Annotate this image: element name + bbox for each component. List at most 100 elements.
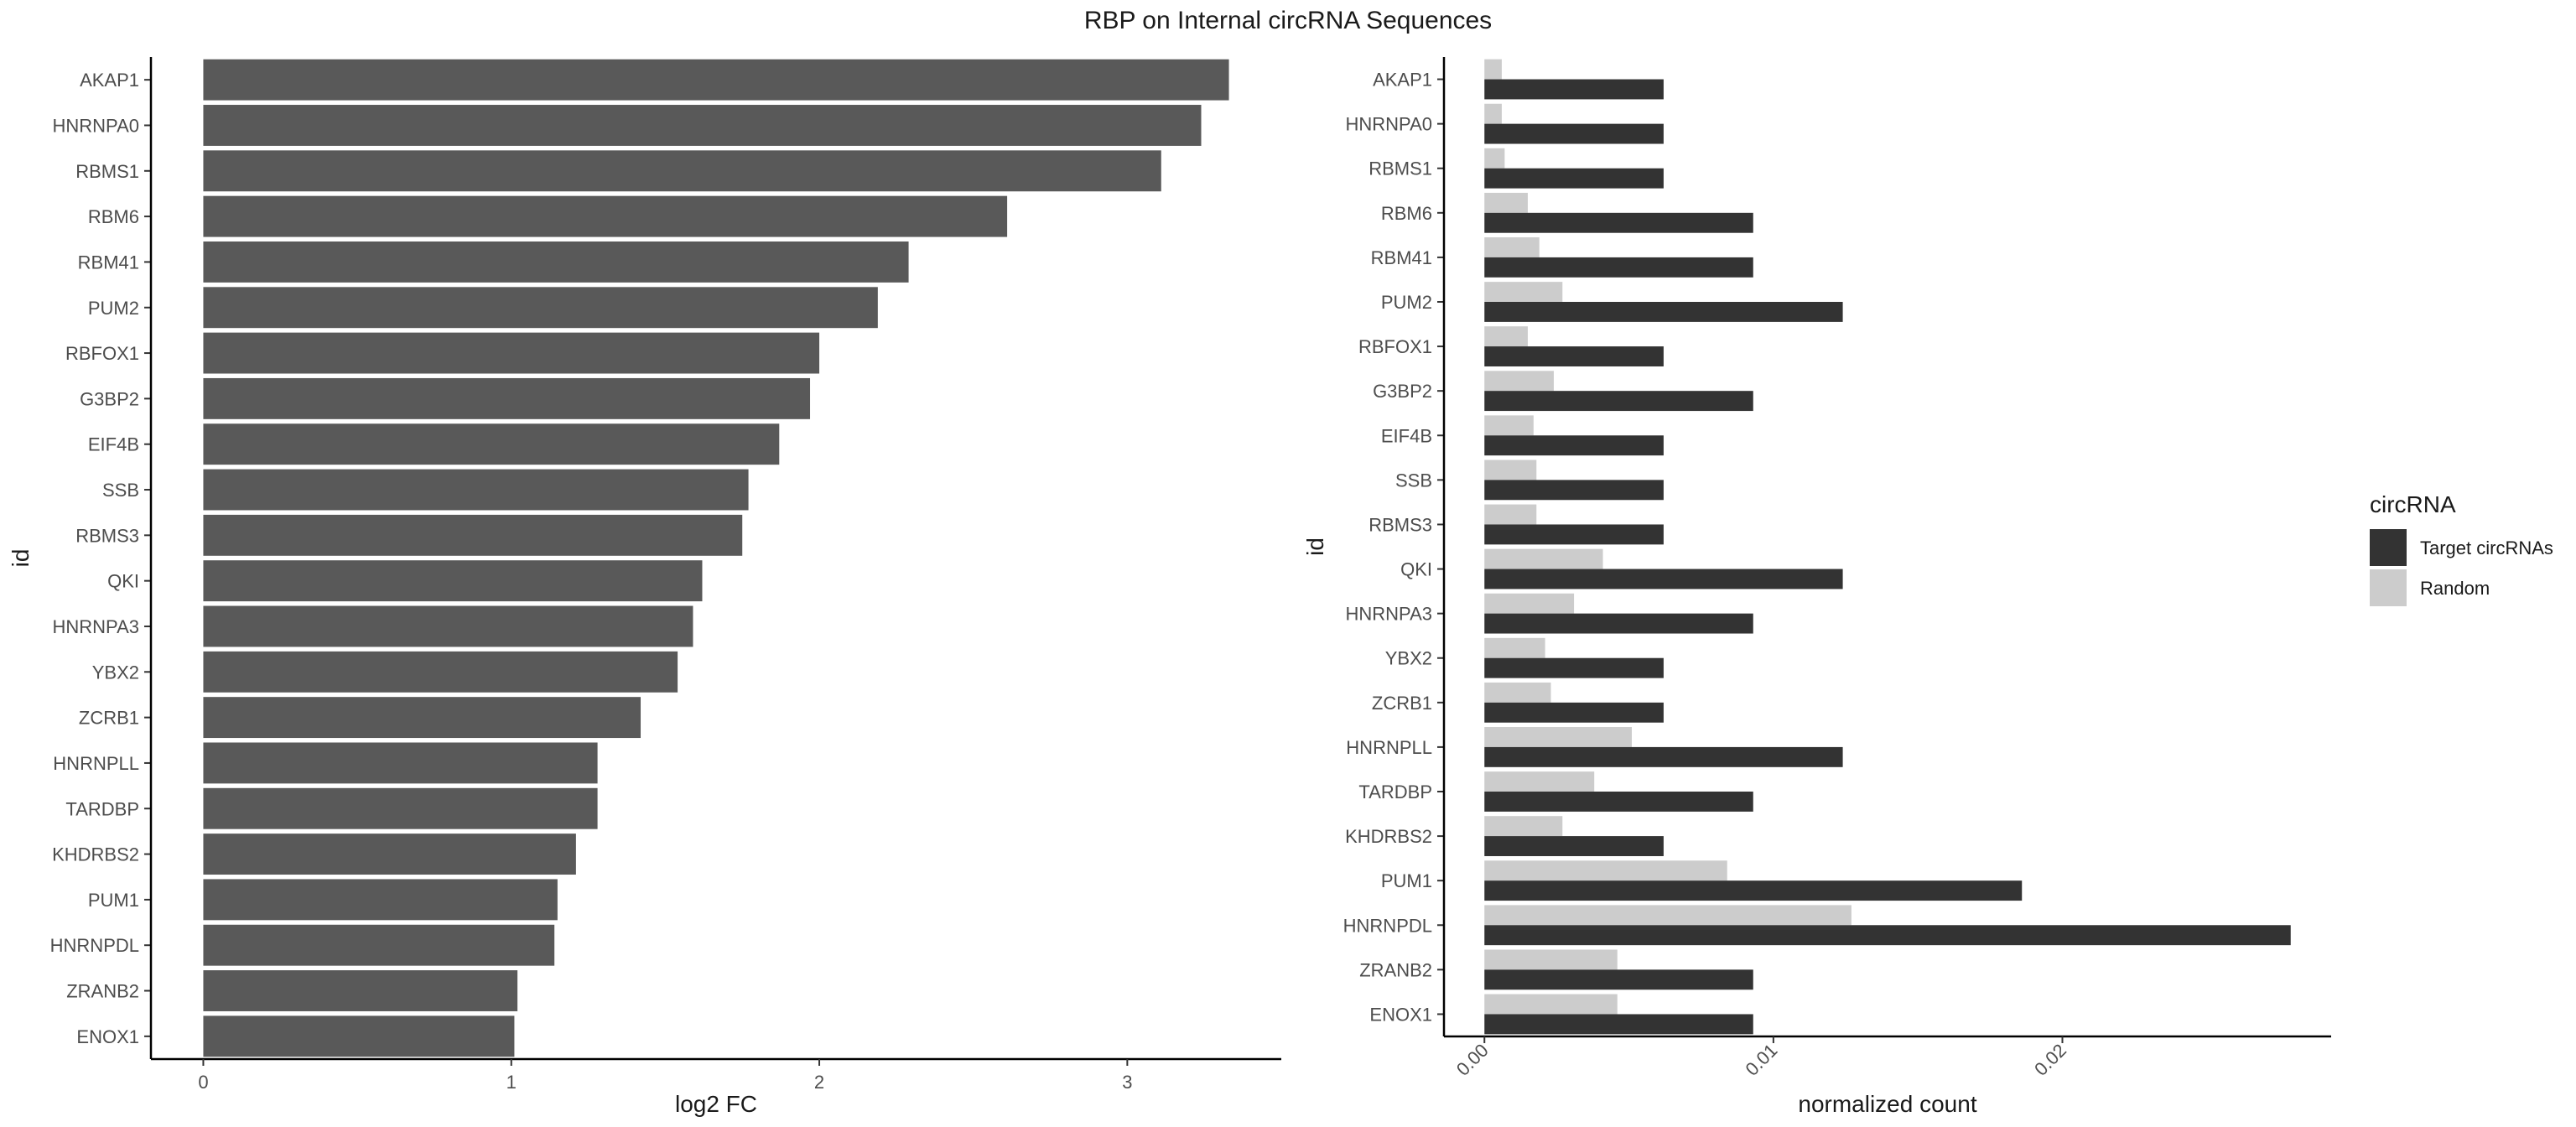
bar-random-khdrbs2 bbox=[1484, 816, 1563, 837]
bar-pum1 bbox=[203, 879, 558, 921]
bar-rbfox1 bbox=[203, 332, 820, 374]
y-tick-label: RBFOX1 bbox=[65, 343, 139, 364]
figure-title: RBP on Internal circRNA Sequences bbox=[1084, 7, 1492, 34]
bar-target-hnrnpll bbox=[1484, 746, 1843, 767]
y-tick-label: QKI bbox=[107, 571, 139, 592]
bar-target-rbm41 bbox=[1484, 257, 1753, 278]
y-tick-label: PUM1 bbox=[88, 890, 139, 911]
bar-pum2 bbox=[203, 287, 878, 329]
bar-target-akap1 bbox=[1484, 79, 1664, 100]
bar-rbm41 bbox=[203, 241, 909, 283]
x-tick-label: 0.00 bbox=[1452, 1040, 1493, 1080]
bar-target-qki bbox=[1484, 569, 1843, 589]
y-tick-label: RBM41 bbox=[1371, 247, 1432, 268]
y-tick-label: KHDRBS2 bbox=[1345, 826, 1432, 847]
y-tick-label: PUM1 bbox=[1381, 870, 1432, 891]
bar-target-khdrbs2 bbox=[1484, 836, 1664, 856]
bar-target-eif4b bbox=[1484, 435, 1664, 456]
y-tick-label: G3BP2 bbox=[80, 388, 139, 409]
x-tick-label: 0.01 bbox=[1741, 1040, 1781, 1080]
bar-random-rbms1 bbox=[1484, 148, 1505, 169]
y-tick-label: EIF4B bbox=[88, 434, 139, 455]
y-tick-label: RBMS1 bbox=[1368, 158, 1432, 179]
bar-khdrbs2 bbox=[203, 834, 576, 875]
y-tick-label: HNRNPA3 bbox=[1345, 604, 1432, 625]
y-tick-label: SSB bbox=[102, 480, 139, 501]
y-tick-label: RBFOX1 bbox=[1358, 336, 1432, 357]
bar-target-hnrnpa3 bbox=[1484, 613, 1753, 634]
y-tick-label: HNRNPA0 bbox=[1345, 114, 1432, 135]
bar-random-eif4b bbox=[1484, 415, 1534, 436]
bar-random-qki bbox=[1484, 548, 1603, 569]
legend-title: circRNA bbox=[2370, 491, 2456, 517]
bar-random-hnrnpdl bbox=[1484, 905, 1852, 926]
bar-random-zranb2 bbox=[1484, 949, 1618, 970]
y-tick-label: G3BP2 bbox=[1373, 381, 1432, 402]
bar-hnrnpll bbox=[203, 742, 598, 784]
y-tick-label: TARDBP bbox=[1358, 782, 1432, 802]
bar-target-ybx2 bbox=[1484, 657, 1664, 678]
legend: circRNA Target circRNAs Random bbox=[2370, 491, 2553, 606]
x-tick-label: 0 bbox=[198, 1072, 208, 1093]
x-tick-label: 1 bbox=[506, 1072, 517, 1093]
bar-random-rbms3 bbox=[1484, 504, 1537, 525]
x-tick-label: 0.02 bbox=[2030, 1040, 2070, 1080]
bar-target-rbms1 bbox=[1484, 168, 1664, 189]
bar-tardbp bbox=[203, 787, 598, 829]
y-tick-label: RBMS1 bbox=[75, 161, 139, 182]
x-tick-label: 2 bbox=[814, 1072, 824, 1093]
bar-target-zranb2 bbox=[1484, 969, 1753, 990]
y-tick-label: ENOX1 bbox=[1369, 1004, 1432, 1025]
y-tick-label: SSB bbox=[1395, 470, 1432, 491]
x-tick-label: 3 bbox=[1122, 1072, 1132, 1093]
bar-random-enox1 bbox=[1484, 994, 1618, 1015]
y-tick-label: TARDBP bbox=[65, 798, 139, 819]
y-tick-label: HNRNPDL bbox=[1343, 915, 1432, 936]
bar-random-hnrnpa0 bbox=[1484, 103, 1502, 124]
bar-hnrnpa0 bbox=[203, 105, 1202, 146]
y-tick-label: YBX2 bbox=[92, 662, 139, 683]
y-tick-label: HNRNPLL bbox=[1346, 737, 1432, 758]
bar-random-rbm41 bbox=[1484, 237, 1540, 257]
bar-ssb bbox=[203, 469, 749, 511]
bar-qki bbox=[203, 560, 703, 602]
bar-random-zcrb1 bbox=[1484, 682, 1551, 703]
y-axis-label: id bbox=[8, 549, 34, 568]
bar-zranb2 bbox=[203, 970, 518, 1011]
y-tick-label: ZCRB1 bbox=[1372, 693, 1432, 714]
bar-random-hnrnpa3 bbox=[1484, 593, 1575, 614]
x-axis-label: normalized count bbox=[1798, 1091, 1976, 1117]
bar-zcrb1 bbox=[203, 697, 641, 739]
bar-g3bp2 bbox=[203, 377, 811, 419]
right-chart-normalized-count: AKAP1 HNRNPA0 RBMS1 RBM6 RBM41 PUM2 RBFOX1 G3BP… bbox=[1302, 57, 2331, 1117]
bar-target-pum2 bbox=[1484, 302, 1843, 322]
y-tick-label: RBMS3 bbox=[75, 525, 139, 546]
y-tick-label: HNRNPA3 bbox=[52, 616, 139, 637]
y-tick-label: QKI bbox=[1400, 559, 1432, 580]
bar-akap1 bbox=[203, 59, 1229, 101]
y-tick-label: HNRNPA0 bbox=[52, 115, 139, 136]
bar-rbms3 bbox=[203, 514, 743, 556]
bar-target-g3bp2 bbox=[1484, 391, 1753, 412]
bar-random-g3bp2 bbox=[1484, 371, 1554, 392]
bar-target-hnrnpdl bbox=[1484, 925, 2291, 946]
y-tick-label: YBX2 bbox=[1385, 648, 1432, 669]
y-tick-label: PUM2 bbox=[1381, 292, 1432, 313]
y-tick-label: ZRANB2 bbox=[1359, 959, 1432, 980]
y-tick-label: RBMS3 bbox=[1368, 514, 1432, 535]
bar-rbms1 bbox=[203, 150, 1161, 192]
bar-rbm6 bbox=[203, 195, 1008, 237]
bar-enox1 bbox=[203, 1015, 515, 1057]
y-tick-label: RBM6 bbox=[88, 206, 139, 227]
y-tick-label: HNRNPDL bbox=[50, 935, 139, 956]
bar-target-zcrb1 bbox=[1484, 702, 1664, 723]
y-tick-label: AKAP1 bbox=[1373, 70, 1432, 91]
bar-eif4b bbox=[203, 423, 780, 465]
legend-entry-label: Target circRNAs bbox=[2420, 538, 2553, 558]
legend-swatch bbox=[2370, 569, 2407, 606]
legend-swatch bbox=[2370, 529, 2407, 566]
left-chart-log2fc: AKAP1 HNRNPA0 RBMS1 RBM6 RBM41 PUM2 RBFOX1 G3BP… bbox=[8, 57, 1281, 1117]
bar-random-ybx2 bbox=[1484, 637, 1545, 658]
y-tick-label: PUM2 bbox=[88, 298, 139, 319]
y-tick-label: HNRNPLL bbox=[53, 753, 139, 774]
